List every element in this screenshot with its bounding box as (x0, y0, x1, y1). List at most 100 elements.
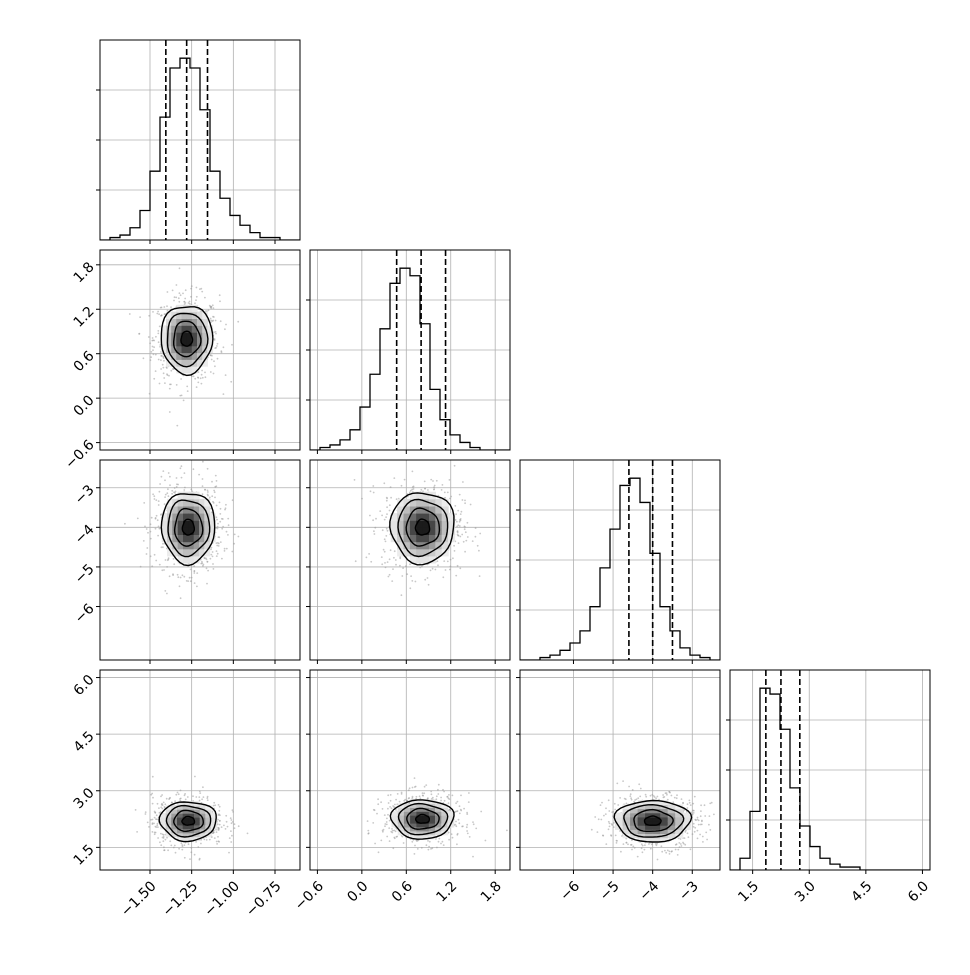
sample-point (466, 521, 469, 524)
sample-point (184, 289, 187, 292)
density-cell (186, 325, 193, 333)
sample-point (153, 553, 156, 556)
sample-point (167, 488, 169, 491)
sample-point (223, 550, 226, 552)
sample-point (436, 560, 439, 563)
panel-plot-area (100, 670, 300, 870)
sample-point (458, 812, 461, 815)
x-tick-label: −0.6 (292, 878, 327, 913)
sample-point (458, 822, 461, 825)
density-cell (652, 800, 661, 805)
sample-point (190, 488, 193, 491)
sample-point (193, 570, 196, 573)
density-cell (182, 824, 189, 830)
x-tick-label: 1.2 (433, 878, 460, 905)
density-cell (177, 520, 184, 528)
density-cell (191, 352, 198, 360)
density-cell (441, 513, 449, 521)
panel-frame (309, 459, 511, 661)
sample-point (157, 330, 160, 332)
sample-point (385, 496, 388, 499)
sample-point (688, 801, 691, 804)
sample-point (443, 560, 446, 562)
density-cell (188, 817, 195, 822)
density-cell (403, 823, 411, 828)
panel-1-1 (306, 249, 511, 454)
density-cell (652, 833, 661, 839)
panel-3-2: −6 −5 −4 −3 (516, 669, 721, 904)
sample-point (687, 836, 690, 839)
sample-point (198, 799, 201, 802)
density-cell (172, 513, 179, 521)
sample-point (212, 804, 215, 807)
sample-point (412, 485, 415, 488)
sample-point (158, 490, 161, 493)
sample-point (216, 552, 219, 555)
sample-point (372, 485, 375, 487)
density-cell (183, 527, 189, 535)
density-cell (391, 815, 399, 820)
sample-point (214, 496, 216, 499)
density-cell (416, 803, 424, 808)
sample-point (433, 484, 436, 487)
sample-point (195, 386, 198, 388)
density-cell (441, 520, 449, 528)
sample-point (449, 497, 451, 500)
sample-point (643, 848, 646, 851)
sample-point (393, 477, 396, 479)
sample-point (150, 356, 153, 358)
sample-point (184, 486, 186, 489)
sample-point (605, 843, 608, 845)
density-cell (441, 498, 449, 507)
sample-point (452, 557, 454, 560)
density-cell (630, 808, 639, 814)
sample-point (463, 807, 465, 810)
sample-point (389, 794, 392, 796)
sample-point (386, 817, 388, 820)
sample-point (205, 557, 207, 560)
sample-point (225, 547, 228, 550)
sample-point (663, 796, 666, 798)
sample-point (151, 339, 154, 342)
sample-point (158, 563, 161, 566)
sample-point (159, 306, 162, 309)
contour-line (158, 801, 217, 843)
sample-point (214, 474, 217, 477)
sample-point (453, 544, 455, 547)
sample-point (201, 478, 204, 480)
density-cell (390, 513, 398, 521)
density-cell (675, 816, 684, 822)
density-cell (622, 812, 631, 818)
sample-point (428, 845, 430, 848)
sample-point (170, 801, 173, 804)
density-cell (422, 811, 430, 816)
sample-point (666, 849, 669, 852)
sample-point (710, 801, 713, 804)
sample-point (216, 357, 219, 360)
density-cell (630, 804, 639, 810)
x-tick-label: −5 (597, 878, 623, 904)
density-cell (441, 819, 449, 824)
sample-point (386, 529, 389, 532)
sample-point (167, 849, 170, 852)
sample-point (152, 311, 154, 313)
sample-point (218, 820, 221, 822)
sample-point (196, 572, 199, 574)
sample-point (456, 564, 459, 567)
density-cell (194, 832, 201, 838)
density-cell (435, 807, 442, 812)
panel-3-0: 1.53.04.56.0−1.50 −1.25 −1.00 −0.75 (71, 669, 301, 920)
sample-point (216, 345, 218, 347)
sample-point (459, 567, 462, 570)
sample-point (151, 802, 154, 805)
sample-point (369, 490, 372, 493)
sample-point (209, 371, 212, 373)
sample-point (597, 818, 600, 821)
density-cell (435, 826, 442, 832)
sample-point (178, 585, 181, 588)
contour-line (415, 813, 430, 824)
sample-point (157, 826, 159, 828)
sample-point (169, 475, 171, 478)
sample-point (652, 795, 655, 797)
